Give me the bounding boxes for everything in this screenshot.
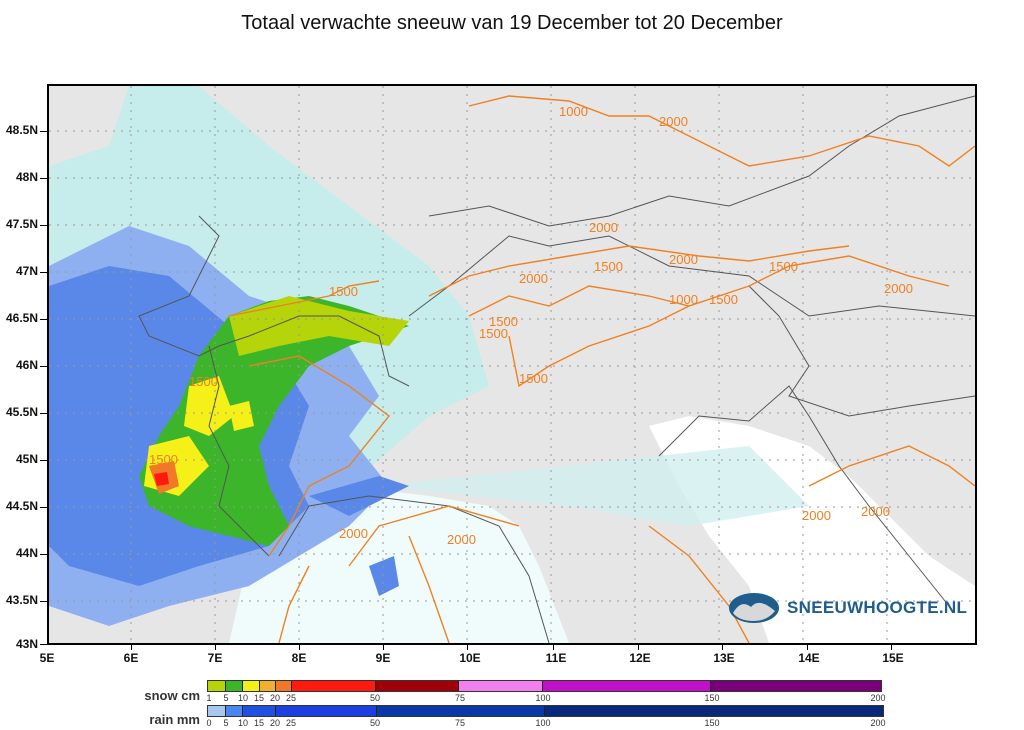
contour-label: 2000: [447, 532, 476, 547]
lon-label: 8E: [291, 651, 307, 665]
contour-label: 2000: [802, 508, 831, 523]
lon-label: 14E: [798, 651, 820, 665]
contour-label: 2000: [659, 114, 688, 129]
contour-label: 2000: [669, 252, 698, 267]
contour-label: 1000: [559, 104, 588, 119]
contour-label: 1500: [594, 259, 623, 274]
lat-label: 45.5N: [5, 405, 38, 419]
contour-label: 1500: [479, 326, 508, 341]
sneeuwhoogte-logo: SNEEUWHOOGTE.NL: [727, 591, 967, 625]
map-title: Totaal verwachte sneeuw van 19 December …: [241, 12, 783, 34]
lat-label: 48.5N: [5, 123, 38, 137]
contour-label: 2000: [519, 271, 548, 286]
contour-label: 2000: [339, 526, 368, 541]
lon-label: 6E: [123, 651, 139, 665]
lat-label: 43N: [15, 637, 38, 651]
lat-label: 43.5N: [5, 593, 38, 607]
lon-label: 10E: [459, 651, 481, 665]
contour-label: 1500: [329, 284, 358, 299]
contour-label: 1500: [709, 292, 738, 307]
lon-label: 5E: [39, 651, 55, 665]
lon-label: 15E: [882, 651, 904, 665]
rain-colorbar: [207, 705, 884, 717]
contour-label: 1500: [519, 371, 548, 386]
map-canvas: 1500 1500 1500 1500 1500 1500 1500 1500 …: [49, 86, 975, 643]
contour-label: 2000: [589, 220, 618, 235]
rain-legend-label: rain mm: [149, 712, 200, 727]
contour-label: 2000: [884, 281, 913, 296]
lat-label: 45N: [15, 452, 38, 466]
lat-label: 47.5N: [5, 217, 38, 231]
lat-label: 47N: [15, 264, 38, 278]
lat-label: 44.5N: [5, 499, 38, 513]
snow-forecast-map: 1500 1500 1500 1500 1500 1500 1500 1500 …: [47, 84, 977, 645]
contour-label: 1000: [669, 292, 698, 307]
contour-label: 1500: [189, 374, 218, 389]
contour-label: 1500: [489, 314, 518, 329]
lon-label: 11E: [545, 651, 567, 665]
lat-label: 46.5N: [5, 311, 38, 325]
contour-label: 1500: [769, 259, 798, 274]
lat-label: 44N: [15, 546, 38, 560]
lon-label: 7E: [207, 651, 223, 665]
logo-text: SNEEUWHOOGTE.NL: [787, 598, 968, 617]
mountain-logo-icon: [729, 593, 779, 623]
contour-label: 1500: [149, 452, 178, 467]
snow-legend-label: snow cm: [144, 688, 200, 703]
lon-label: 12E: [629, 651, 651, 665]
lat-label: 46N: [15, 358, 38, 372]
lon-label: 9E: [375, 651, 391, 665]
snow-colorbar: [207, 680, 882, 692]
lat-label: 48N: [15, 170, 38, 184]
lon-label: 13E: [713, 651, 735, 665]
contour-label: 2000: [861, 504, 890, 519]
